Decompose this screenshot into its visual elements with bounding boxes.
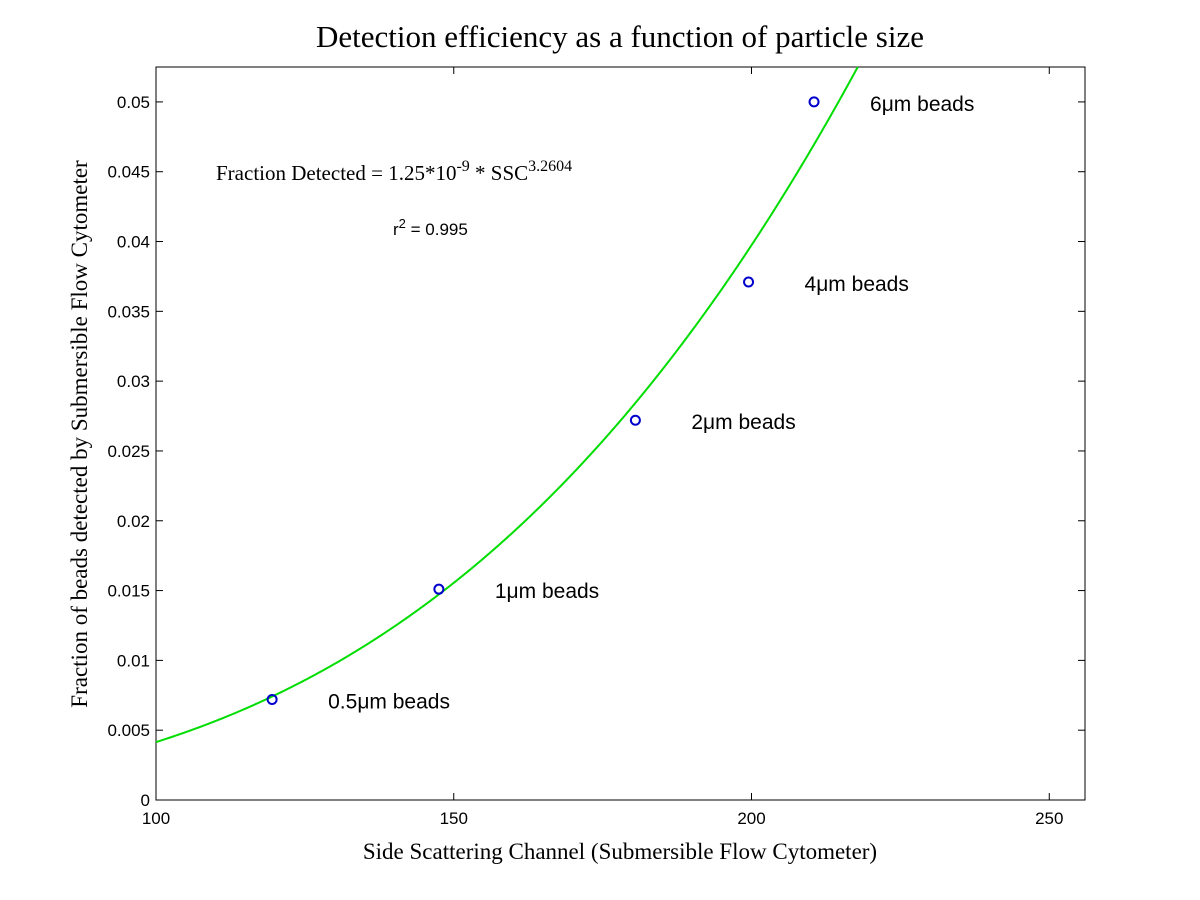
- y-axis-label: Fraction of beads detected by Submersibl…: [67, 160, 92, 708]
- data-point: [629, 414, 641, 426]
- point-label: 0.5μm beads: [328, 690, 450, 713]
- point-label: 1μm beads: [495, 580, 599, 603]
- x-axis-ticks: 100 150 200 250: [142, 67, 1063, 828]
- data-point: [433, 583, 445, 595]
- r-squared: r2 = 0.995: [393, 216, 468, 239]
- y-tick-label: 0.045: [107, 163, 150, 182]
- y-tick-label: 0.02: [117, 512, 150, 531]
- y-axis-ticks: 0 0.005 0.01 0.015 0.02 0.025 0.03 0.035 0.04 0.0…: [107, 93, 1085, 810]
- x-axis-label: Side Scattering Channel (Submersible Flo…: [363, 839, 877, 864]
- fit-equation-middle: * SSC: [470, 161, 528, 185]
- y-tick-label: 0.025: [107, 442, 150, 461]
- r-squared-exponent: 2: [399, 216, 406, 231]
- point-label: 2μm beads: [691, 411, 795, 434]
- y-tick-label: 0.05: [117, 93, 150, 112]
- point-label: 6μm beads: [870, 93, 974, 116]
- fit-equation-exponent-1: -9: [456, 158, 469, 175]
- x-tick-label: 200: [737, 809, 765, 828]
- y-tick-label: 0.01: [117, 651, 150, 670]
- y-tick-label: 0.015: [107, 582, 150, 601]
- x-tick-label: 250: [1035, 809, 1063, 828]
- point-labels-layer: 0.5μm beads 1μm beads 2μm beads 4μm beads 6μ…: [328, 93, 974, 714]
- data-point: [266, 693, 278, 705]
- r-squared-prefix: r: [393, 220, 399, 239]
- y-tick-label: 0.035: [107, 302, 150, 321]
- y-tick-label: 0.03: [117, 372, 150, 391]
- fit-equation-prefix: Fraction Detected = 1.25*10: [216, 161, 456, 185]
- chart-title: Detection efficiency as a function of pa…: [316, 19, 924, 54]
- x-tick-label: 150: [440, 809, 468, 828]
- point-label: 4μm beads: [805, 273, 909, 296]
- data-point: [743, 276, 755, 288]
- y-tick-label: 0.04: [117, 233, 150, 252]
- fit-equation: Fraction Detected = 1.25*10-9 * SSC3.260…: [216, 158, 572, 185]
- r-squared-value: = 0.995: [406, 220, 468, 239]
- x-tick-label: 100: [142, 809, 170, 828]
- data-points-layer: [266, 96, 820, 705]
- y-tick-label: 0: [141, 791, 150, 810]
- fit-equation-exponent-2: 3.2604: [528, 158, 572, 175]
- y-tick-label: 0.005: [107, 721, 150, 740]
- data-point: [808, 96, 820, 108]
